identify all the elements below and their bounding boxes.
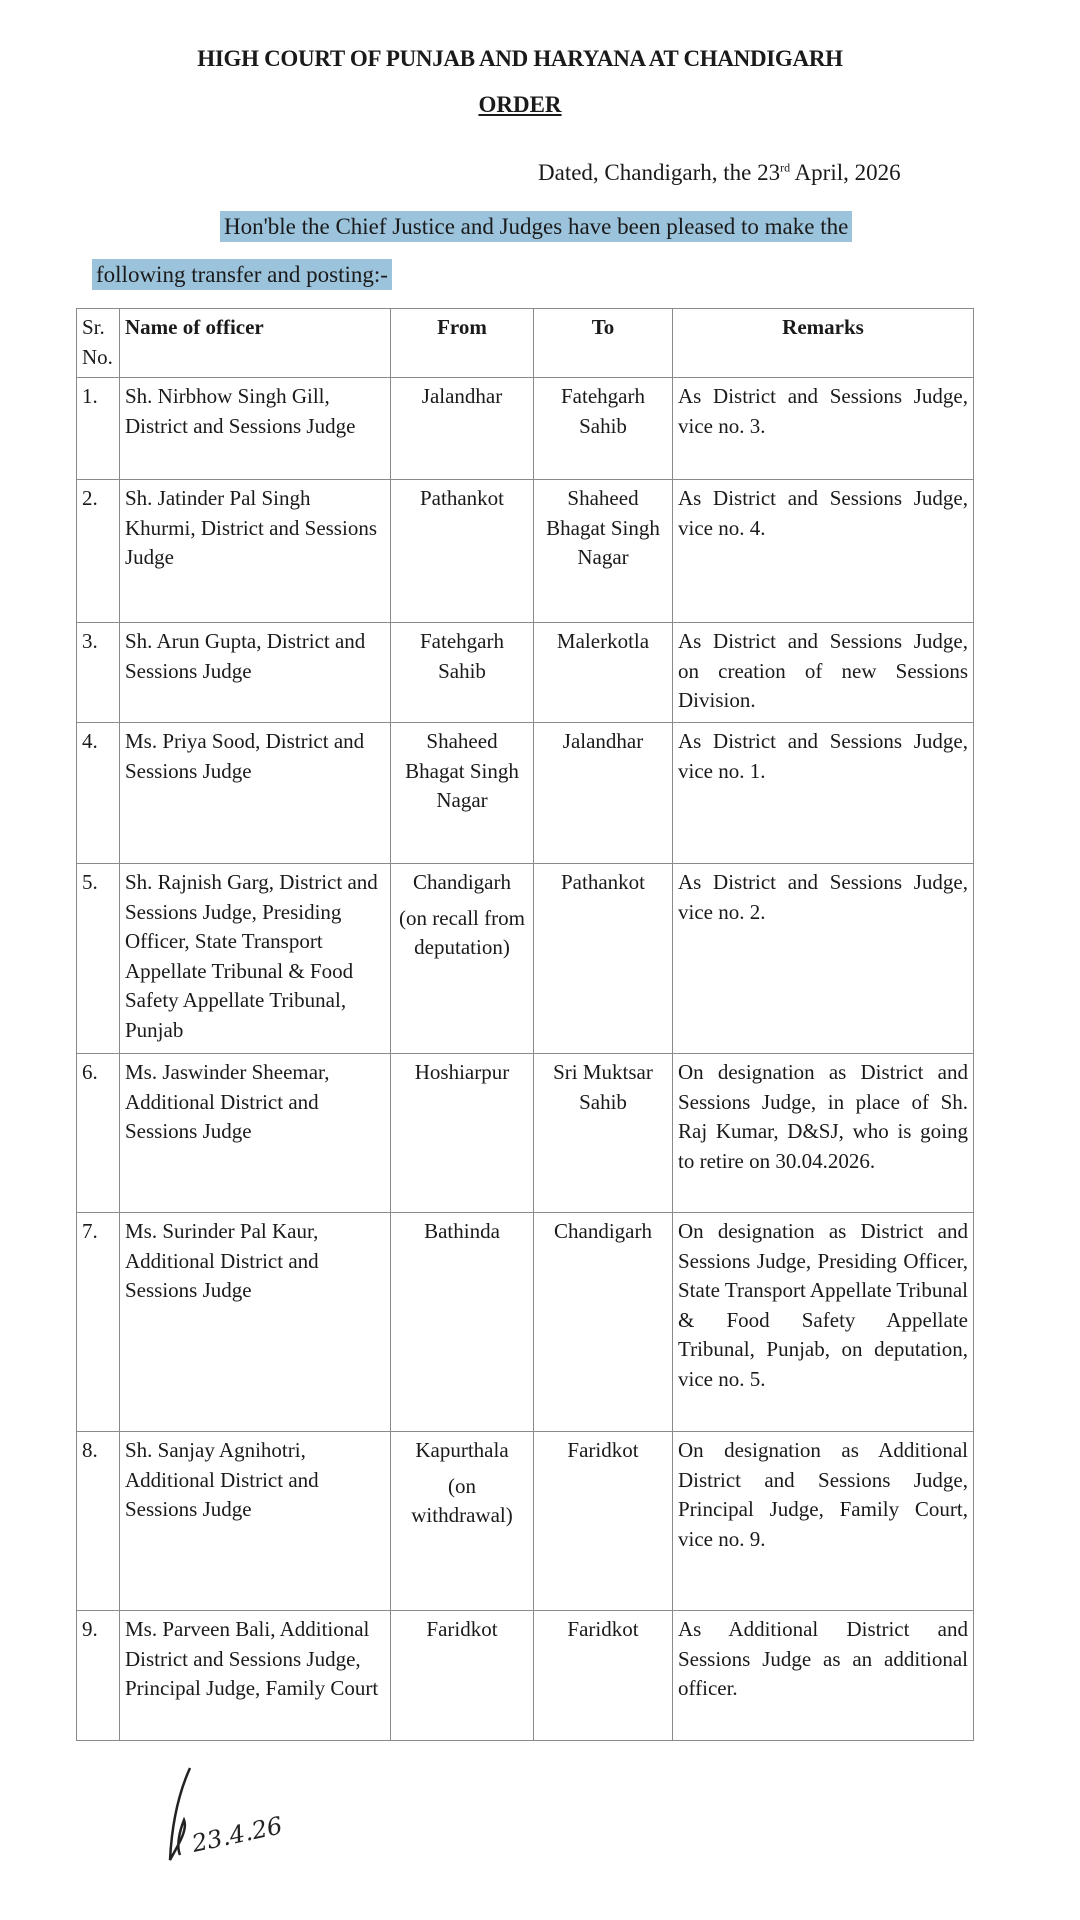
cell-remarks: On designation as District and Sessions …: [672, 1053, 974, 1213]
col-name: Name of officer: [119, 308, 391, 378]
signature-date: 23.4.26: [188, 1811, 284, 1858]
cell-name: Ms. Surinder Pal Kaur, Additional Distri…: [119, 1212, 391, 1432]
cell-name: Ms. Priya Sood, District and Sessions Ju…: [119, 722, 391, 864]
cell-sr: 1.: [76, 377, 120, 480]
intro-text-1: Hon'ble the Chief Justice and Judges hav…: [220, 211, 853, 242]
col-remarks: Remarks: [672, 308, 974, 378]
from-place: Faridkot: [426, 1617, 498, 1641]
cell-sr: 7.: [76, 1212, 120, 1432]
cell-from: Bathinda: [390, 1212, 534, 1432]
cell-remarks: As District and Sessions Judge, vice no.…: [672, 722, 974, 864]
cell-remarks: As District and Sessions Judge, vice no.…: [672, 863, 974, 1054]
cell-from: Fatehgarh Sahib: [390, 622, 534, 723]
cell-to: Faridkot: [533, 1610, 673, 1741]
cell-sr: 8.: [76, 1431, 120, 1611]
cell-name: Sh. Sanjay Agnihotri, Additional Distric…: [119, 1431, 391, 1611]
cell-to: Faridkot: [533, 1431, 673, 1611]
cell-from: Shaheed Bhagat Singh Nagar: [390, 722, 534, 864]
order-heading: ORDER: [0, 92, 1040, 118]
cell-to: Malerkotla: [533, 622, 673, 723]
table-row: 9. Ms. Parveen Bali, Additional District…: [76, 1610, 974, 1741]
col-sr: Sr. No.: [76, 308, 120, 378]
table-row: 8. Sh. Sanjay Agnihotri, Additional Dist…: [76, 1431, 974, 1611]
table-row: 6. Ms. Jaswinder Sheemar, Additional Dis…: [76, 1053, 974, 1213]
from-place: Bathinda: [424, 1219, 500, 1243]
order-label: ORDER: [478, 92, 562, 117]
intro-line-2: following transfer and posting:-: [92, 259, 392, 290]
cell-sr: 6.: [76, 1053, 120, 1213]
table-row: 4. Ms. Priya Sood, District and Sessions…: [76, 722, 974, 864]
cell-remarks: On designation as District and Sessions …: [672, 1212, 974, 1432]
signature-stroke: [168, 1767, 192, 1861]
from-place: Pathankot: [420, 486, 504, 510]
cell-to: Fatehgarh Sahib: [533, 377, 673, 480]
table-header-row: Sr. No. Name of officer From To Remarks: [76, 308, 974, 378]
from-place: Hoshiarpur: [414, 1060, 510, 1084]
col-to: To: [533, 308, 673, 378]
cell-name: Sh. Arun Gupta, District and Sessions Ju…: [119, 622, 391, 723]
cell-remarks: As Additional District and Sessions Judg…: [672, 1610, 974, 1741]
cell-from: Hoshiarpur: [390, 1053, 534, 1213]
cell-name: Ms. Jaswinder Sheemar, Additional Distri…: [119, 1053, 391, 1213]
from-place: Fatehgarh Sahib: [420, 629, 504, 683]
from-place: Kapurthala: [415, 1438, 509, 1462]
cell-sr: 2.: [76, 479, 120, 623]
table-row: 5. Sh. Rajnish Garg, District and Sessio…: [76, 863, 974, 1054]
table-row: 7. Ms. Surinder Pal Kaur, Additional Dis…: [76, 1212, 974, 1432]
cell-remarks: On designation as Additional District an…: [672, 1431, 974, 1611]
cell-to: Sri Muktsar Sahib: [533, 1053, 673, 1213]
cell-sr: 3.: [76, 622, 120, 723]
date-suffix: April, 2026: [790, 160, 901, 185]
cell-to: Pathankot: [533, 863, 673, 1054]
cell-name: Ms. Parveen Bali, Additional District an…: [119, 1610, 391, 1741]
from-note: (on withdrawal): [411, 1473, 513, 1528]
cell-sr: 5.: [76, 863, 120, 1054]
cell-sr: 9.: [76, 1610, 120, 1741]
intro-text-2: following transfer and posting:-: [92, 259, 392, 290]
court-title: HIGH COURT OF PUNJAB AND HARYANA AT CHAN…: [197, 46, 843, 71]
table-row: 3. Sh. Arun Gupta, District and Sessions…: [76, 622, 974, 723]
from-note: (on recall from deputation): [399, 905, 525, 960]
cell-name: Sh. Rajnish Garg, District and Sessions …: [119, 863, 391, 1054]
signature: 23.4.26: [168, 1767, 285, 1861]
cell-to: Chandigarh: [533, 1212, 673, 1432]
cell-to: Shaheed Bhagat Singh Nagar: [533, 479, 673, 623]
order-date: Dated, Chandigarh, the 23rd April, 2026: [538, 160, 901, 186]
cell-from: Pathankot: [390, 479, 534, 623]
transfer-table: Sr. No. Name of officer From To Remarks …: [76, 308, 974, 1741]
cell-from: Chandigarh (on recall from deputation): [390, 863, 534, 1054]
cell-name: Sh. Nirbhow Singh Gill, District and Ses…: [119, 377, 391, 480]
from-place: Jalandhar: [421, 384, 503, 408]
table-row: 1. Sh. Nirbhow Singh Gill, District and …: [76, 377, 974, 480]
cell-remarks: As District and Sessions Judge, vice no.…: [672, 479, 974, 623]
cell-to: Jalandhar: [533, 722, 673, 864]
intro-line-1: Hon'ble the Chief Justice and Judges hav…: [220, 211, 853, 242]
cell-remarks: As District and Sessions Judge, vice no.…: [672, 377, 974, 480]
cell-sr: 4.: [76, 722, 120, 864]
cell-name: Sh. Jatinder Pal Singh Khurmi, District …: [119, 479, 391, 623]
table-row: 2. Sh. Jatinder Pal Singh Khurmi, Distri…: [76, 479, 974, 623]
date-sup: rd: [780, 160, 791, 175]
cell-remarks: As District and Sessions Judge, on creat…: [672, 622, 974, 723]
cell-from: Kapurthala (on withdrawal): [390, 1431, 534, 1611]
date-prefix: Dated, Chandigarh, the 23: [538, 160, 781, 185]
from-place: Shaheed Bhagat Singh Nagar: [405, 729, 519, 812]
cell-from: Jalandhar: [390, 377, 534, 480]
cell-from: Faridkot: [390, 1610, 534, 1741]
from-place: Chandigarh: [413, 870, 511, 894]
col-from: From: [390, 308, 534, 378]
